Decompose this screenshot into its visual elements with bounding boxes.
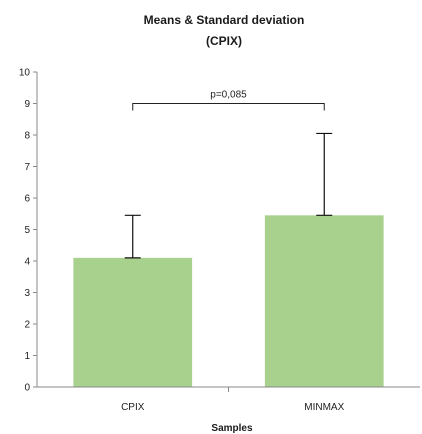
significance-bracket	[132, 103, 325, 111]
chart-title: Means & Standard deviation	[144, 13, 305, 27]
error-bars	[124, 132, 333, 259]
y-tick-label: 0	[24, 383, 30, 394]
y-axis: 0 1 2 3 4 5 6 7 8 9 10	[19, 68, 38, 394]
y-tick-label: 1	[24, 351, 30, 362]
x-tick-label: CPIX	[121, 402, 145, 413]
bar-cpix	[73, 257, 193, 387]
y-tick-label: 3	[24, 288, 30, 299]
chart-subtitle: (CPIX)	[206, 34, 242, 48]
y-tick-label: 7	[24, 162, 30, 173]
y-tick-label: 4	[24, 257, 30, 268]
significance-annotation: p=0,085	[132, 90, 325, 111]
x-axis-title: Samples	[211, 423, 253, 434]
y-tick-label: 6	[24, 194, 30, 205]
y-tick-label: 10	[19, 68, 31, 79]
p-value-label: p=0,085	[210, 90, 247, 101]
x-axis: CPIX MINMAX	[37, 386, 420, 413]
x-tick-label: MINMAX	[304, 402, 344, 413]
y-tick-label: 2	[24, 320, 30, 331]
bar-minmax	[264, 215, 384, 387]
y-tick-label: 9	[24, 99, 30, 110]
y-tick-label: 5	[24, 225, 30, 236]
bars	[73, 215, 384, 387]
y-tick-label: 8	[24, 131, 30, 142]
